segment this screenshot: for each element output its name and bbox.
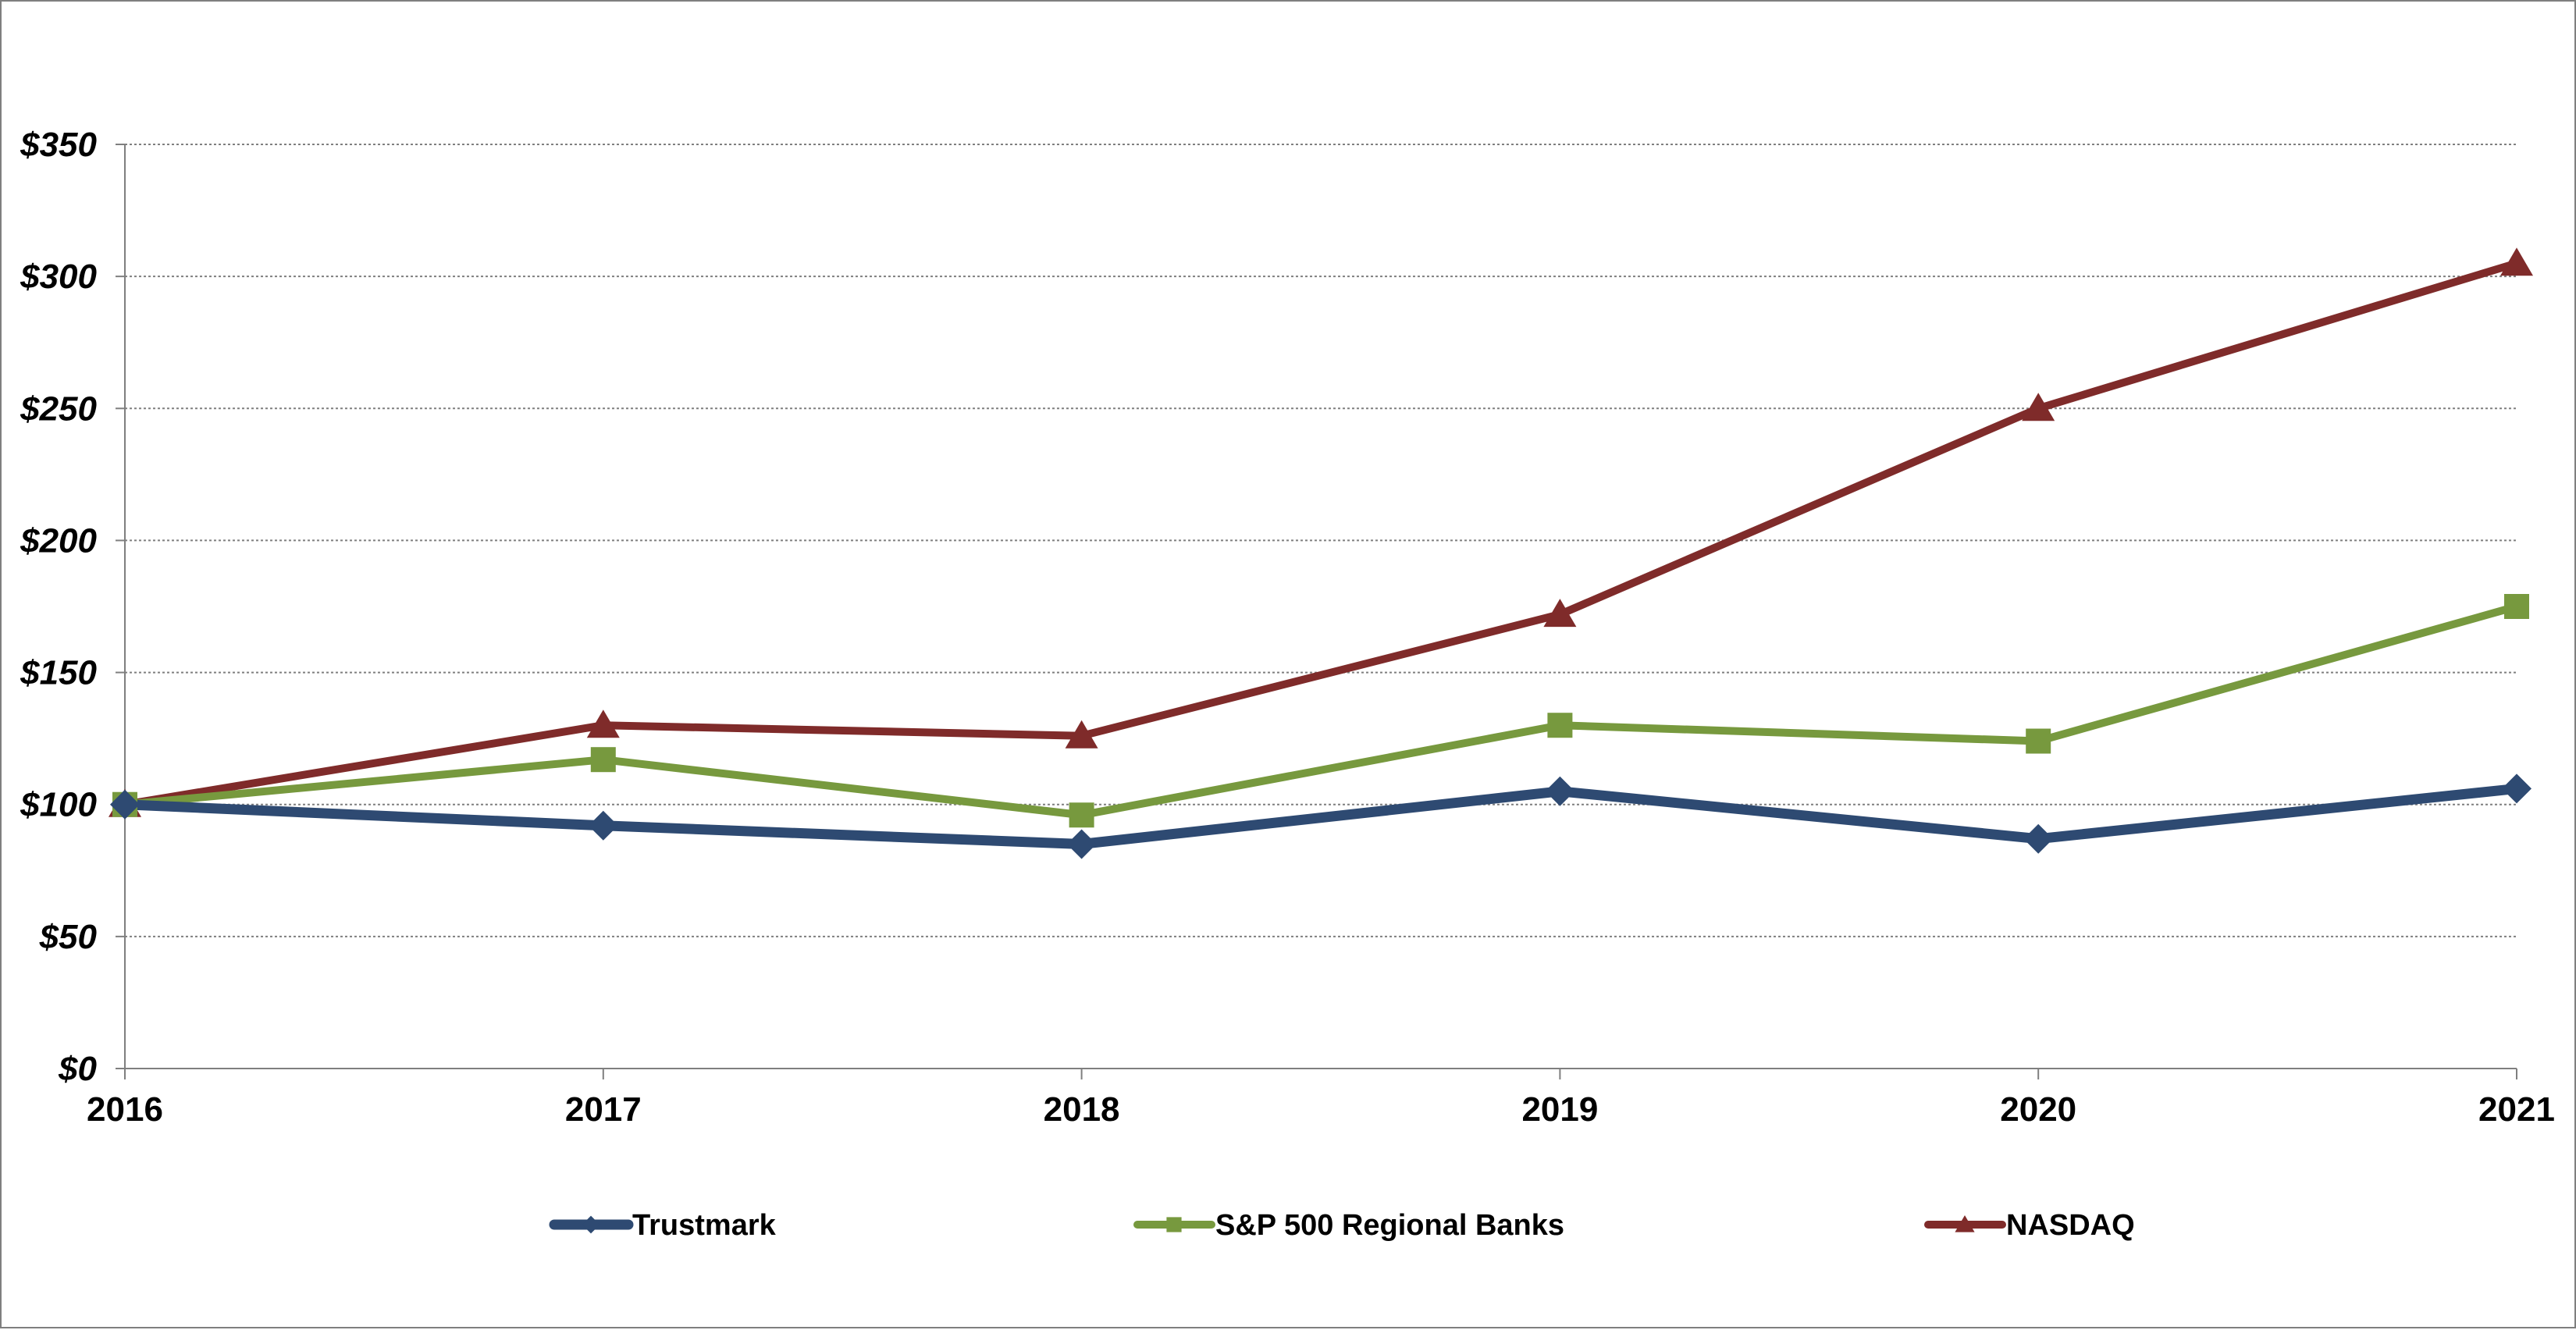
data-point-nasdaq [1543,599,1577,628]
x-tick-label: 2018 [1044,1090,1120,1129]
legend-marker [1166,1217,1182,1232]
series-lines [119,259,2522,849]
x-tick-label: 2016 [87,1090,163,1129]
y-tick-label: $50 [39,918,98,956]
data-point-nasdaq [586,709,620,738]
data-point-trustmark [588,810,618,841]
data-point-trustmark [1545,776,1575,806]
y-tick-label: $0 [58,1050,97,1088]
series-line-nasdaq [121,259,2521,809]
series-markers [109,247,2533,859]
x-tick-labels: 2016 2017 2018 2019 2020 2021 [87,1090,2555,1129]
x-tick-label: 2017 [565,1090,642,1129]
x-tick-label: 2021 [2478,1090,2555,1129]
data-point-trustmark [2023,823,2054,854]
data-point-s-p-500-regional-banks [2504,594,2529,619]
data-point-s-p-500-regional-banks [1547,713,1573,738]
x-tick-label: 2020 [2000,1090,2076,1129]
legend-item: Trustmark [549,1209,777,1242]
legend-label: S&P 500 Regional Banks [1215,1209,1564,1242]
y-tick-labels: $0 $50 $100 $150 $200 $250 $300 $350 [20,126,97,1088]
legend-marker [1955,1215,1975,1232]
legend-item: S&P 500 Regional Banks [1133,1209,1564,1242]
y-tick-label: $250 [20,389,97,428]
data-point-s-p-500-regional-banks [2026,728,2051,754]
axes [116,144,2517,1079]
data-point-s-p-500-regional-banks [1069,802,1094,828]
legend-item: NASDAQ [1924,1209,2135,1242]
data-point-trustmark [110,789,140,820]
series-line-s-p-500-regional-banks [121,603,2521,820]
legend-label: NASDAQ [2006,1209,2135,1242]
data-point-trustmark [2502,773,2532,804]
y-tick-label: $200 [20,521,97,560]
y-tick-label: $100 [20,786,97,824]
x-tick-label: 2019 [1521,1090,1598,1129]
data-point-nasdaq [2022,393,2055,421]
y-tick-label: $300 [20,258,97,296]
data-point-s-p-500-regional-banks [590,747,616,773]
legend-marker [582,1215,600,1234]
y-tick-label: $350 [20,126,97,164]
legend: Trustmark S&P 500 Regional Banks NASDAQ [549,1209,2135,1242]
data-point-nasdaq [1065,720,1098,749]
y-tick-label: $150 [20,654,97,692]
data-point-trustmark [1066,829,1097,859]
series-line-trustmark [119,783,2522,849]
data-point-nasdaq [2500,247,2533,276]
legend-label: Trustmark [632,1209,777,1242]
